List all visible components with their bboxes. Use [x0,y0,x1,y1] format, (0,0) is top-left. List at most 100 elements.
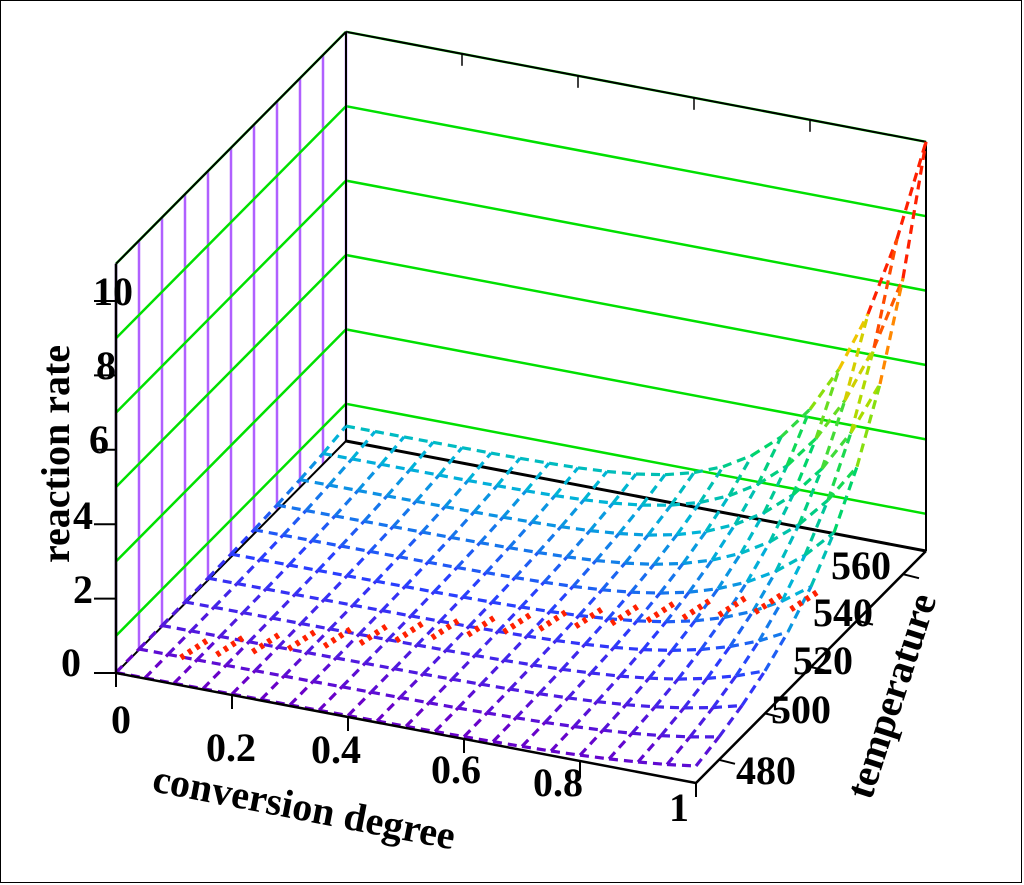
surface-line-const-temp [282,533,313,543]
surface-line-const-conv [172,658,199,685]
surface-line-const-conv [224,640,251,667]
surface-line-const-temp [432,440,463,450]
surface-line-const-temp [508,546,539,555]
surface-line-const-conv [432,566,459,593]
surface-line-const-temp [521,744,552,753]
surface-line-const-conv [635,592,662,622]
surface-line-const-temp [381,608,412,618]
surface-line-const-conv [450,654,477,681]
surface-line-const-temp [676,529,707,537]
surface-line-const-temp [393,667,424,676]
floor-back-edge [345,439,927,553]
surface-line-const-temp [312,679,343,689]
peak-point [179,635,212,661]
surface-line-const-conv [322,574,349,601]
y-tick-label: 480 [736,748,796,793]
surface-line-const-temp [392,525,423,534]
surface-line-const-temp [428,701,459,710]
surface-line-const-conv [160,600,187,627]
surface-line-const-conv [137,624,164,651]
surface-line-const-temp [606,469,637,476]
surface-line-const-temp [277,645,308,655]
axes [94,263,927,797]
back-walls [114,30,927,674]
surface-line-const-temp [677,676,708,681]
surface-line-const-conv [548,585,575,613]
peak-point [502,610,535,635]
surface-line-const-temp [543,580,574,588]
surface-line-const-conv [258,534,285,561]
y-axis-tick [764,712,782,719]
surface-line-const-temp [722,453,753,469]
surface-line-const-temp [467,478,498,488]
surface-line-const-conv [404,701,431,728]
surface-line-const-temp [531,520,562,529]
surface-line-const-conv [201,664,228,690]
surface-line-const-conv [536,525,563,554]
back-wall-gridline [345,253,927,367]
surface-line-const-conv [607,732,634,760]
surface-line-const-conv [449,510,476,539]
surface-line-const-conv [588,502,615,532]
surface-line-const-conv [647,649,674,680]
surface-line-const-temp [608,757,639,764]
surface-line-const-conv [595,675,622,703]
surface-line-const-temp [554,494,585,502]
surface-line-const-temp [705,522,736,533]
surface-line-const-conv [814,368,841,440]
surface-line-const-conv [114,647,141,674]
surface-line-const-temp [637,760,668,767]
peak-point [358,621,392,647]
surface-line-const-temp [515,716,546,724]
surface-line-const-conv [456,683,483,710]
surface-line-const-conv [472,484,499,514]
surface-line-const-conv [466,452,493,482]
surface-line-const-temp [468,624,499,633]
surface-line-const-conv [820,399,847,470]
surface-line-const-conv [549,725,576,753]
surface-line-const-temp [607,617,638,623]
y-axis-tick [718,758,736,765]
surface-line-const-conv [629,563,656,594]
back-wall-top-edge [345,30,927,143]
surface-line-const-conv [717,704,744,738]
surface-line-const-temp [311,539,342,548]
surface-line-const-temp [577,466,608,474]
surface-line-const-temp [405,724,436,734]
surface-line-const-conv [444,625,471,652]
surface-line-const-temp [399,695,430,705]
surface-line-const-temp [775,553,806,573]
surface-line-const-temp [335,656,366,665]
surface-line-const-conv [658,562,685,595]
surface-line-const-temp [728,482,759,498]
peak-point [681,596,715,621]
surface-line-const-conv [699,616,726,651]
surface-line-const-conv [531,639,558,667]
x-tick-label: 0.2 [206,725,256,770]
surface-line-const-conv [623,534,650,565]
surface-line-const-conv [640,473,667,507]
surface-line-const-conv [757,600,784,642]
surface-line-const-temp [317,568,348,578]
surface-line-const-conv [716,552,743,590]
surface-line-const-temp [653,561,684,566]
surface-line-const-temp [444,505,475,514]
surface-line-const-temp [843,347,876,401]
x-tick-label: 0.6 [431,747,481,792]
surface-line-const-temp [334,514,365,523]
surface-line-const-conv [572,700,599,728]
surface-line-const-temp [503,658,534,667]
surface-line-const-conv [826,432,853,501]
surface-line-const-temp [602,728,633,735]
surface-line-const-conv [641,620,668,651]
surface-line-const-temp [496,484,527,493]
peak-point [430,615,464,641]
surface-line-const-temp [618,531,649,537]
surface-line-const-temp [895,141,928,240]
surface-line-const-conv [363,638,390,665]
surface-line-const-conv [426,536,453,564]
x-tick-label: 0.4 [311,727,361,772]
surface-line-const-conv [293,569,320,596]
surface-line-const-temp [769,523,800,544]
